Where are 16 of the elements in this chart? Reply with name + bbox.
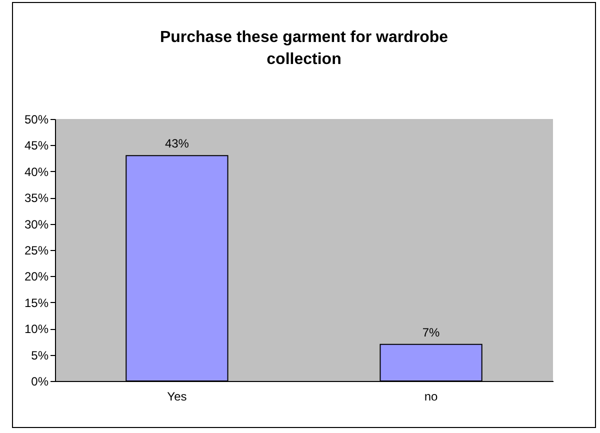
y-tick-label: 25% bbox=[24, 244, 49, 258]
data-label: 43% bbox=[164, 136, 190, 151]
y-tick-label: 30% bbox=[24, 217, 49, 232]
y-tick-label: 35% bbox=[24, 191, 49, 206]
y-tick-label: 45% bbox=[24, 138, 49, 153]
y-tick-label: 40% bbox=[24, 164, 49, 179]
y-tick-label: 15% bbox=[24, 296, 49, 310]
data-label: 7% bbox=[422, 325, 440, 340]
y-tick-label: 5% bbox=[31, 348, 49, 362]
chart-title: Purchase these garment for wardrobe collection bbox=[160, 29, 448, 68]
x-tick-label: Yes bbox=[167, 390, 187, 404]
y-tick-label: 50% bbox=[24, 112, 49, 126]
y-tick-label: 20% bbox=[24, 270, 49, 284]
y-tick-label: 10% bbox=[24, 322, 49, 336]
x-tick-label: no bbox=[424, 390, 438, 404]
y-tick-label: 0% bbox=[31, 374, 49, 388]
